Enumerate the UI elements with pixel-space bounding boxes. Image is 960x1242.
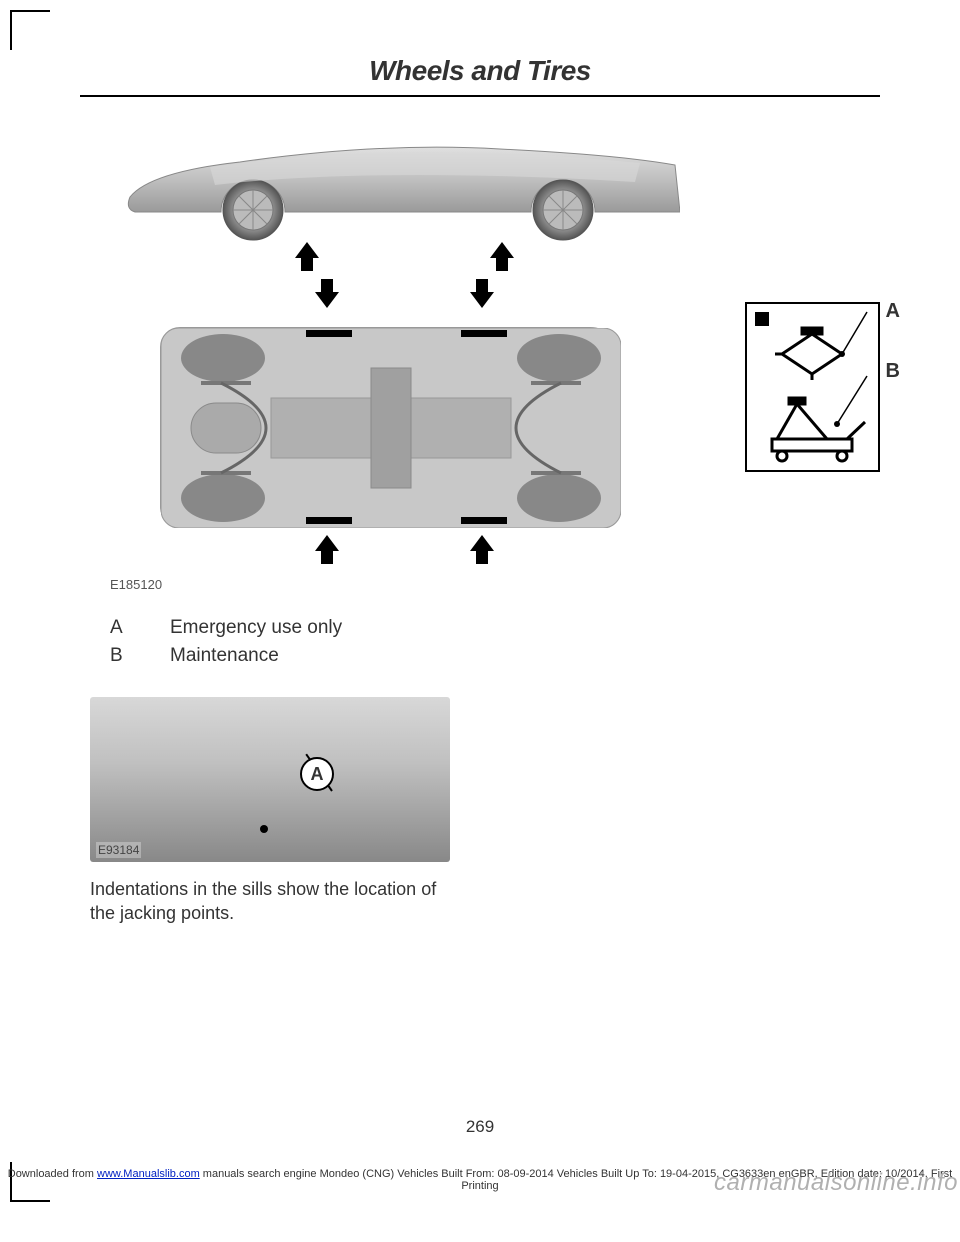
chassis-svg: [161, 328, 621, 528]
legend-text: Emergency use only: [170, 617, 342, 639]
body-paragraph: Indentations in the sills show the locat…: [90, 877, 450, 926]
arrow-down-icon: [315, 292, 339, 308]
arrow-down-icon: [470, 292, 494, 308]
arrow-up-icon: [315, 535, 339, 551]
jacking-points-figure: A B: [100, 137, 880, 592]
figure-legend: A Emergency use only B Maintenance: [110, 617, 960, 667]
footer-mid: manuals search engine: [200, 1168, 320, 1180]
legend-row: B Maintenance: [110, 645, 960, 667]
car-side-svg: [120, 137, 680, 247]
callout-dot: [260, 825, 268, 833]
figure-id-main: E185120: [110, 577, 880, 592]
arrow-up-icon: [490, 242, 514, 258]
footer-prefix: Downloaded from: [8, 1168, 97, 1180]
car-side-view: [120, 137, 680, 247]
callout-circle-a: A: [300, 757, 334, 791]
jack-point-marker: [461, 517, 507, 524]
figure-id-detail: E93184: [96, 842, 141, 858]
jack-point-marker: [461, 330, 507, 337]
legend-letter: A: [110, 617, 170, 639]
legend-row: A Emergency use only: [110, 617, 960, 639]
jack-point-marker: [306, 330, 352, 337]
chassis-underbody: [160, 327, 620, 527]
watermark: carmanualsonline.info: [714, 1169, 958, 1197]
arrow-up-icon: [295, 242, 319, 258]
sill-detail-figure: A E93184: [90, 697, 450, 862]
jack-icons-svg: [747, 304, 878, 470]
page-title: Wheels and Tires: [80, 0, 880, 97]
jack-type-panel: A B: [745, 302, 880, 472]
crop-mark-top-left: [10, 10, 50, 50]
label-b: B: [886, 360, 900, 383]
legend-text: Maintenance: [170, 645, 279, 667]
footer-link[interactable]: www.Manualslib.com: [97, 1168, 200, 1180]
jack-point-marker: [306, 517, 352, 524]
legend-letter: B: [110, 645, 170, 667]
page-number: 269: [0, 1117, 960, 1137]
car-underbody-view: A B: [100, 287, 880, 567]
arrow-up-icon: [470, 535, 494, 551]
label-a: A: [886, 300, 900, 323]
